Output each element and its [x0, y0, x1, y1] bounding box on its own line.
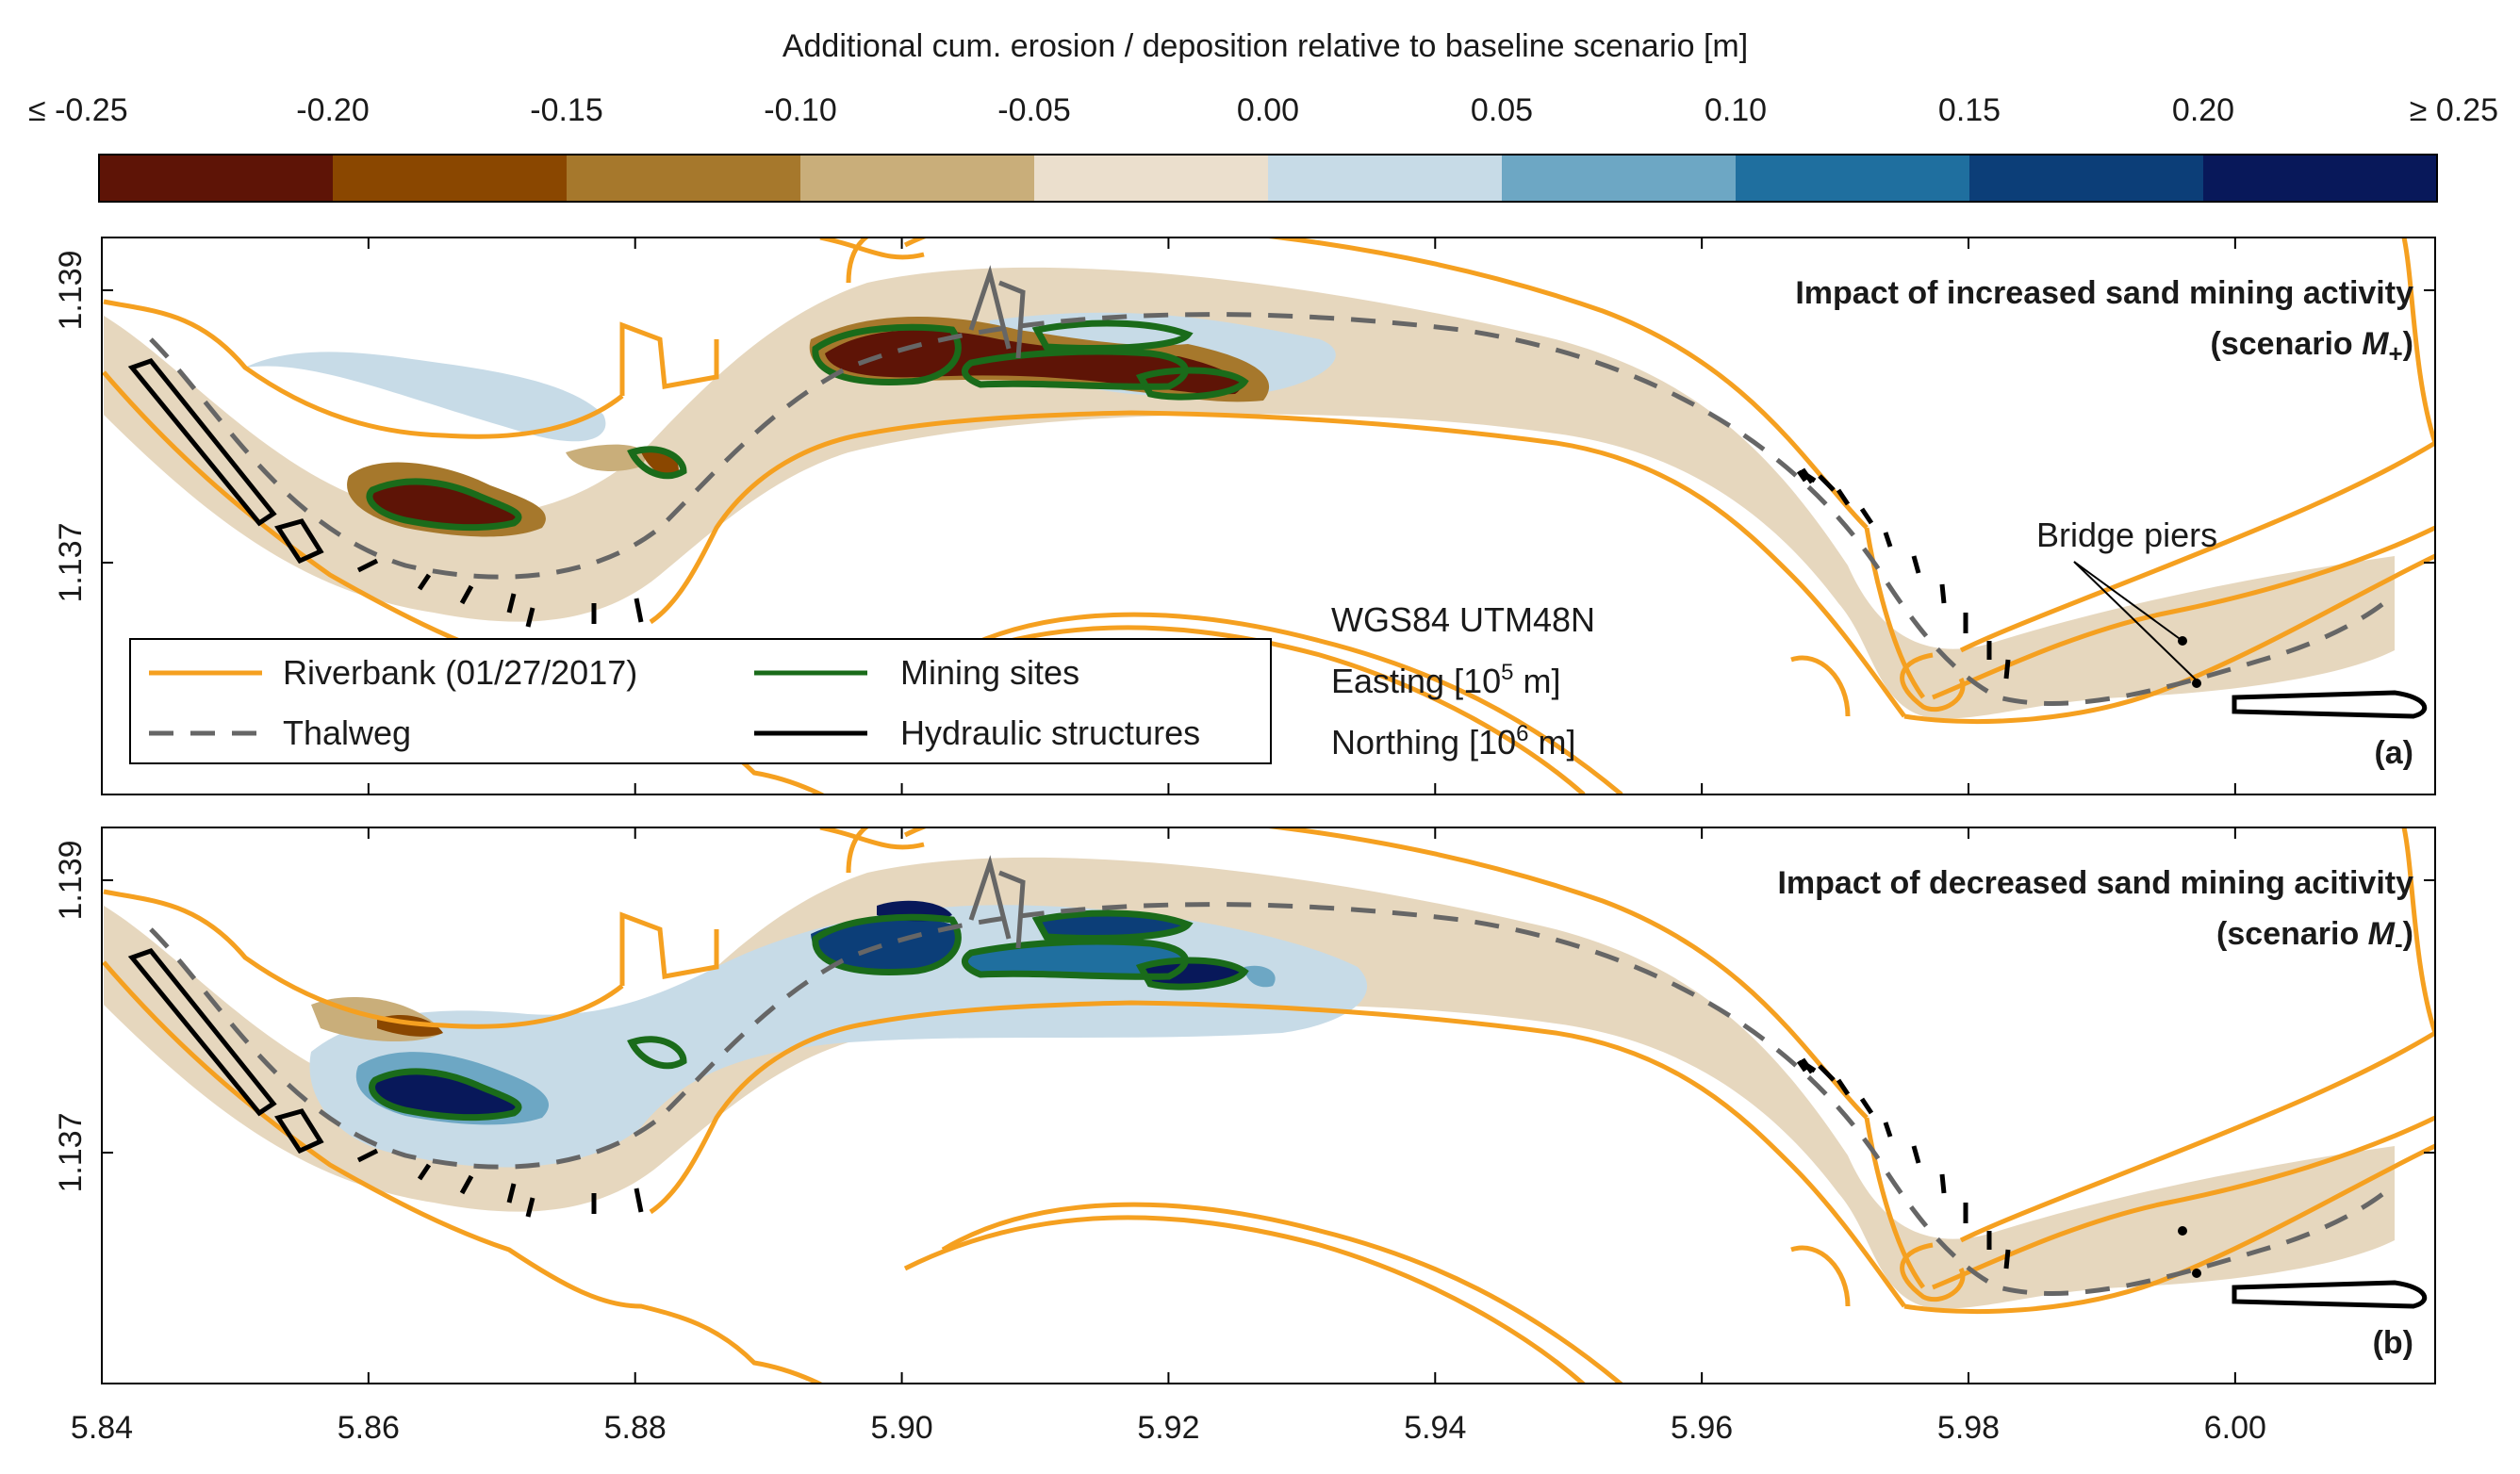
y-tick-label: 1.139 [53, 840, 89, 920]
colorbar-tick-label: -0.05 [997, 92, 1071, 128]
panel-b-title: Impact of decreased sand mining acitivit… [1777, 865, 2413, 901]
crs-easting: Easting [105 m] [1331, 660, 1560, 700]
legend-mining-label: Mining sites [900, 653, 1079, 692]
legend: Riverbank (01/27/2017) Thalweg Mining si… [129, 638, 1272, 764]
colorbar-frame [98, 154, 2438, 203]
bridge-piers-leader-2 [2073, 561, 2198, 681]
x-tick-label: 5.92 [1137, 1410, 1199, 1446]
axis-ticks: 1.139 1.137 1.139 1.137 5.84 5.86 5.88 5.90 5.92… [53, 237, 2435, 1446]
x-tick-label: 6.00 [2204, 1410, 2266, 1446]
panel-b-frame [101, 827, 2436, 1384]
colorbar-bins [99, 155, 2438, 202]
colorbar-bin-1 [333, 155, 568, 202]
panel-a-thalweg [149, 312, 2396, 706]
panel-a-title: Impact of increased sand mining activity [1795, 275, 2413, 311]
x-tick-label: 5.98 [1937, 1410, 2000, 1446]
colorbar-bin-6 [1502, 155, 1737, 202]
colorbar-title: Additional cum. erosion / deposition rel… [782, 28, 1748, 64]
panel-a-scenario: (scenario M+) [2211, 326, 2413, 368]
panel-a-label: (a) [2374, 735, 2413, 771]
colorbar-bin-3 [800, 155, 1035, 202]
colorbar-tick-label: -0.15 [530, 92, 603, 128]
panel-b: Impact of decreased sand mining acitivit… [101, 809, 2436, 1419]
colorbar-tick-label: 0.10 [1705, 92, 1767, 128]
crs-northing: Northing [106 m] [1331, 721, 1575, 762]
colorbar-tick-label: 0.15 [1938, 92, 2001, 128]
legend-thalweg-label: Thalweg [283, 713, 411, 752]
colorbar-bin-0 [99, 155, 334, 202]
bridge-piers-label: Bridge piers [2036, 516, 2217, 554]
crs-line-1: WGS84 UTM48N [1331, 600, 1595, 639]
x-tick-label: 5.88 [604, 1410, 667, 1446]
panel-b-map [104, 809, 2435, 1419]
colorbar-tick-label: ≥ 0.25 [2410, 92, 2498, 128]
x-tick-label: 5.90 [870, 1410, 932, 1446]
colorbar: Additional cum. erosion / deposition rel… [28, 28, 2498, 203]
colorbar-tick-label: 0.20 [2172, 92, 2234, 128]
panel-b-scenario: (scenario M-) [2216, 916, 2413, 958]
y-tick-label: 1.137 [53, 1112, 89, 1192]
panel-a: Impact of increased sand mining activity… [101, 219, 2436, 829]
colorbar-tick-label: -0.20 [296, 92, 370, 128]
panel-b-thalweg [149, 902, 2396, 1296]
colorbar-bin-8 [1969, 155, 2204, 202]
x-tick-label: 5.94 [1404, 1410, 1466, 1446]
panel-b-label: (b) [2373, 1325, 2413, 1361]
x-tick-label: 5.96 [1671, 1410, 1733, 1446]
y-tick-label: 1.139 [53, 250, 89, 330]
legend-riverbank-label: Riverbank (01/27/2017) [283, 653, 637, 692]
y-tick-label: 1.137 [53, 522, 89, 602]
x-tick-label: 5.86 [338, 1410, 400, 1446]
colorbar-bin-9 [2203, 155, 2438, 202]
colorbar-bin-5 [1268, 155, 1503, 202]
bridge-piers-leader-1 [2073, 561, 2183, 642]
panel-a-hydraulic-structures [127, 358, 2427, 719]
panel-a-map [104, 219, 2435, 829]
colorbar-tick-label: -0.10 [764, 92, 837, 128]
colorbar-tick-label: 0.00 [1237, 92, 1299, 128]
colorbar-tick-label: 0.05 [1471, 92, 1533, 128]
colorbar-bin-7 [1736, 155, 1970, 202]
colorbar-tick-labels: ≤ -0.25 -0.20 -0.15 -0.10 -0.05 0.00 0.05 0.10 0… [28, 92, 2498, 128]
x-tick-label: 5.84 [71, 1410, 133, 1446]
colorbar-bin-2 [567, 155, 801, 202]
panel-b-hydraulic-structures [127, 948, 2427, 1309]
colorbar-tick-label: ≤ -0.25 [28, 92, 128, 128]
legend-hydraulic-label: Hydraulic structures [900, 713, 1200, 752]
panel-a-frame [101, 237, 2436, 795]
colorbar-bin-4 [1034, 155, 1269, 202]
legend-box [129, 638, 1272, 764]
